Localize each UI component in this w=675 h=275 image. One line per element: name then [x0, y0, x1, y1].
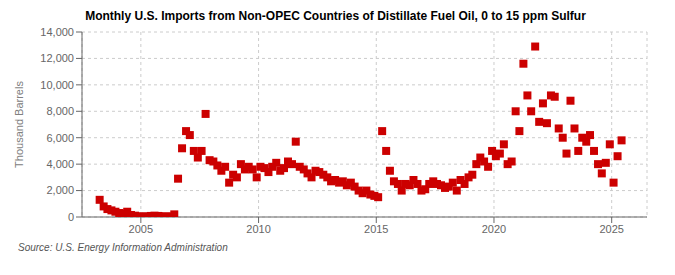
svg-text:0: 0: [68, 211, 74, 223]
svg-text:2025: 2025: [599, 223, 623, 235]
svg-text:12,000: 12,000: [40, 52, 74, 64]
svg-text:10,000: 10,000: [40, 79, 74, 91]
svg-text:14,000: 14,000: [40, 26, 74, 38]
html-text:Monthly U.S. Imports from Non-: Monthly U.S. Imports from Non-OPEC Count…: [85, 9, 586, 23]
svg-text:8,000: 8,000: [46, 105, 74, 117]
html-text:Source: U.S. Energy Informatio: Source: U.S. Energy Information Administ…: [18, 242, 228, 253]
svg-text:2020: 2020: [482, 223, 506, 235]
svg-text:2005: 2005: [129, 223, 153, 235]
svg-text:Thousand Barrels: Thousand Barrels: [13, 81, 25, 168]
svg-text:4,000: 4,000: [46, 158, 74, 170]
svg-text:2015: 2015: [364, 223, 388, 235]
svg-text:6,000: 6,000: [46, 132, 74, 144]
svg-text:2010: 2010: [246, 223, 270, 235]
svg-text:2,000: 2,000: [46, 184, 74, 196]
